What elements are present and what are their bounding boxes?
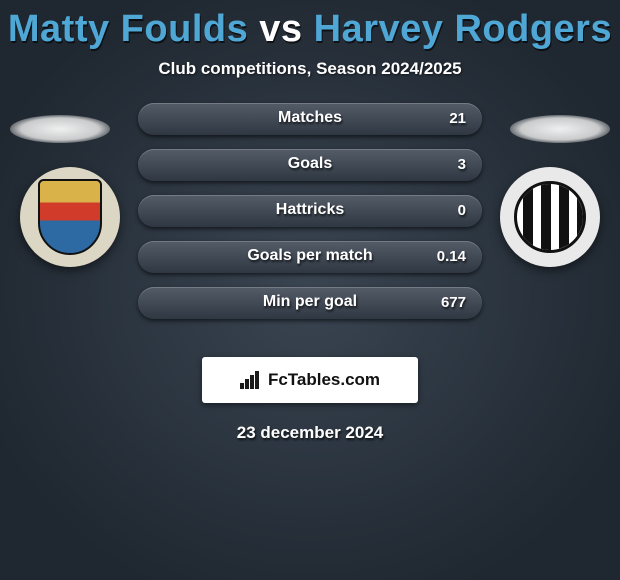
- stat-value-right: 3: [458, 156, 466, 173]
- brand-text: FcTables.com: [268, 370, 380, 390]
- player1-name: Matty Foulds: [8, 8, 248, 50]
- subtitle: Club competitions, Season 2024/2025: [0, 59, 620, 79]
- stat-value-right: 21: [449, 110, 466, 127]
- stat-row-goals-per-match: Goals per match 0.14: [138, 241, 482, 273]
- left-club-crest: [20, 167, 120, 267]
- stat-label: Goals per match: [247, 247, 372, 265]
- stat-value-right: 0.14: [437, 248, 466, 265]
- left-pedestal-shadow: [10, 115, 110, 143]
- stat-row-hattricks: Hattricks 0: [138, 195, 482, 227]
- stat-label: Matches: [278, 109, 342, 127]
- stat-label: Hattricks: [276, 201, 344, 219]
- brand-box: FcTables.com: [202, 357, 418, 403]
- stat-label: Goals: [288, 155, 332, 173]
- comparison-title: Matty Foulds vs Harvey Rodgers: [0, 0, 620, 51]
- vs-text: vs: [259, 8, 302, 50]
- right-club-crest: [500, 167, 600, 267]
- stat-row-matches: Matches 21: [138, 103, 482, 135]
- stat-row-goals: Goals 3: [138, 149, 482, 181]
- stat-value-right: 0: [458, 202, 466, 219]
- brand-chart-icon: [240, 371, 262, 389]
- date-text: 23 december 2024: [0, 423, 620, 443]
- stat-row-min-per-goal: Min per goal 677: [138, 287, 482, 319]
- stat-label: Min per goal: [263, 293, 357, 311]
- player2-name: Harvey Rodgers: [314, 8, 612, 50]
- left-crest-shield: [38, 179, 102, 255]
- stats-arena: Matches 21 Goals 3 Hattricks 0 Goals per…: [0, 97, 620, 347]
- right-crest-stripes: [514, 181, 586, 253]
- stat-value-right: 677: [441, 294, 466, 311]
- stat-rows: Matches 21 Goals 3 Hattricks 0 Goals per…: [138, 103, 482, 333]
- right-pedestal-shadow: [510, 115, 610, 143]
